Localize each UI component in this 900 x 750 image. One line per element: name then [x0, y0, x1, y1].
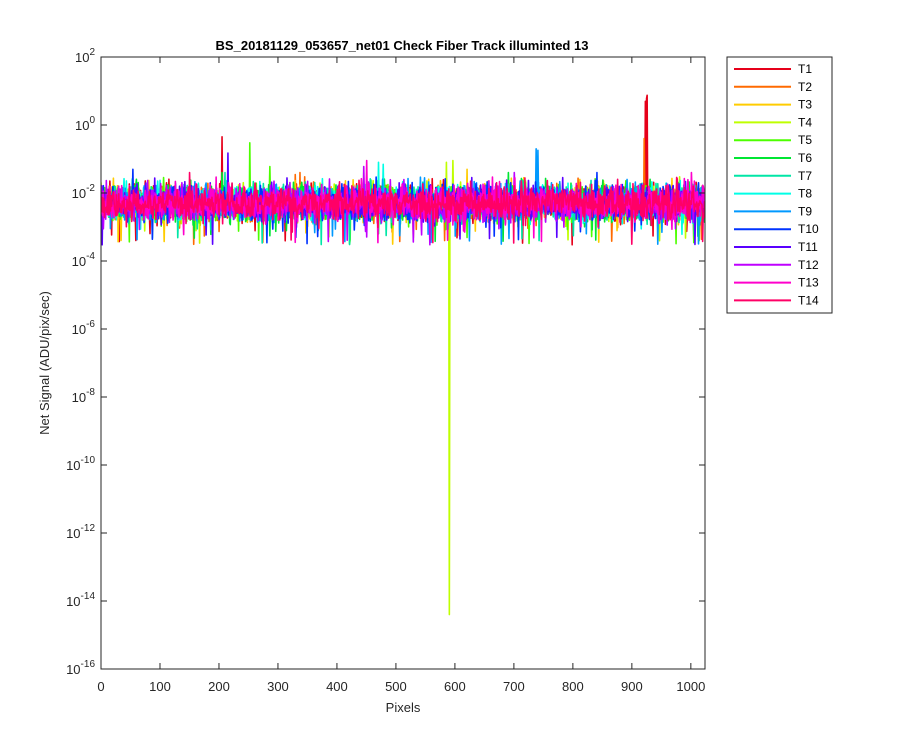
x-axis: 0 100 200 300 400 500 600 700 800 900 1000	[97, 57, 705, 694]
legend-label: T12	[798, 258, 819, 272]
legend-label: T11	[798, 240, 818, 254]
legend-label: T4	[798, 115, 812, 129]
y-tick-label: 10-16	[66, 659, 95, 677]
y-tick-label: 10-2	[72, 183, 96, 201]
x-tick-label: 200	[208, 679, 230, 694]
x-tick-label: 500	[385, 679, 407, 694]
series-line-t14	[101, 171, 705, 245]
x-tick-label: 300	[267, 679, 289, 694]
y-tick-label: 10-10	[66, 455, 95, 473]
x-tick-label: 0	[97, 679, 104, 694]
legend-box	[726, 56, 833, 314]
legend-label: T10	[798, 222, 819, 236]
x-tick-label: 900	[621, 679, 643, 694]
plot-frame	[100, 56, 706, 670]
x-tick-label: 400	[326, 679, 348, 694]
y-axis: 10-16 10-14 10-12 10-10 10-8 10-6 10-4 10-2 100 1…	[66, 47, 705, 677]
chart-title: BS_20181129_053657_net01 Check Fiber Tra…	[216, 38, 589, 53]
legend-label: T8	[798, 187, 812, 201]
y-tick-label: 10-6	[72, 319, 96, 337]
y-tick-label: 100	[75, 115, 95, 133]
legend-label: T9	[798, 204, 812, 218]
series-layer	[101, 94, 705, 616]
legend-label: T7	[798, 169, 812, 183]
legend-label: T3	[798, 98, 812, 112]
legend-label: T13	[798, 276, 819, 290]
legend-label: T14	[798, 293, 819, 307]
legend-label: T5	[798, 133, 812, 147]
legend-label: T6	[798, 151, 812, 165]
y-tick-label: 10-14	[66, 591, 95, 609]
x-axis-label: Pixels	[386, 700, 421, 715]
legend: T1 T2 T3 T4 T5 T6 T7 T8 T9 T10 T11 T12 T13 T14	[726, 56, 833, 314]
x-tick-label: 600	[444, 679, 466, 694]
legend-label: T2	[798, 80, 812, 94]
x-tick-label: 700	[503, 679, 525, 694]
y-tick-label: 10-8	[72, 387, 96, 405]
x-tick-label: 100	[149, 679, 171, 694]
plot-area	[101, 57, 705, 669]
y-axis-label: Net Signal (ADU/pix/sec)	[37, 291, 52, 435]
x-tick-label: 800	[562, 679, 584, 694]
y-tick-label: 102	[75, 47, 95, 65]
x-tick-label: 1000	[676, 679, 705, 694]
y-tick-label: 10-4	[72, 251, 96, 269]
legend-label: T1	[798, 62, 812, 76]
y-tick-label: 10-12	[66, 523, 95, 541]
